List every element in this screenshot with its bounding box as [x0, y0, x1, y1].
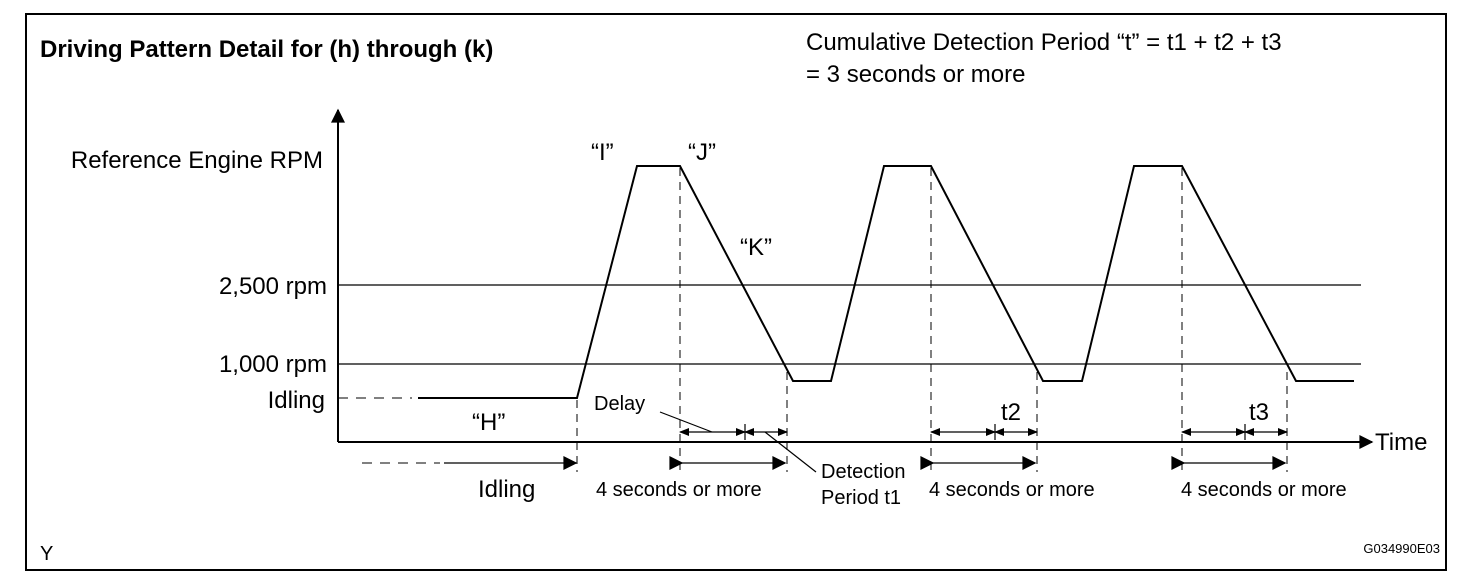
detection-label-line1: Detection [821, 461, 906, 483]
corner-left-mark: Y [40, 543, 53, 565]
delay-leader [659, 411, 713, 433]
x-axis-label: Time [1375, 429, 1427, 456]
point-label-i: “I” [591, 139, 614, 166]
four-sec-label-2: 4 seconds or more [929, 479, 1095, 501]
detection-leader [764, 431, 817, 473]
idling-period-label: Idling [478, 476, 535, 503]
t2-arrows [930, 424, 1038, 440]
reference-rpm-label: Reference Engine RPM [71, 147, 323, 174]
engine-rpm-curve [418, 165, 1354, 399]
delay-label: Delay [594, 393, 645, 415]
figure-code: G034990E03 [1363, 541, 1440, 556]
diagram-frame [25, 13, 1447, 571]
idling-level-label: Idling [268, 387, 325, 414]
rpm-1000-label: 1,000 rpm [219, 351, 327, 378]
t3-arrows [1181, 424, 1288, 440]
detection-label-line2: Period t1 [821, 487, 901, 509]
four-sec-label-1: 4 seconds or more [596, 479, 762, 501]
t2-label: t2 [1001, 399, 1021, 426]
detection-note-line2: = 3 seconds or more [806, 61, 1025, 88]
delay-arrows [659, 411, 817, 473]
point-label-j: “J” [688, 139, 716, 166]
rpm-2500-label: 2,500 rpm [219, 273, 327, 300]
detection-note-line1: Cumulative Detection Period “t” = t1 + t… [806, 29, 1282, 56]
four-sec-label-3: 4 seconds or more [1181, 479, 1347, 501]
point-label-k: “K” [740, 234, 772, 261]
diagram-title: Driving Pattern Detail for (h) through (… [40, 36, 493, 63]
time-markers [576, 168, 1288, 472]
point-label-h: “H” [472, 409, 505, 436]
t3-label: t3 [1249, 399, 1269, 426]
